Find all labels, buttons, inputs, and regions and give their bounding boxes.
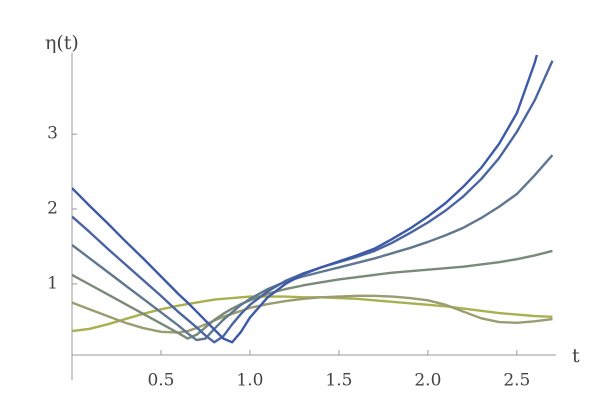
x-tick-label: 1.5 bbox=[325, 371, 352, 391]
plot-area bbox=[72, 55, 554, 344]
series-line bbox=[72, 294, 553, 334]
series-line bbox=[72, 55, 539, 344]
x-tick-label: 2.0 bbox=[414, 371, 441, 391]
x-tick-label: 2.5 bbox=[503, 371, 530, 391]
x-tick-label: 0.5 bbox=[147, 371, 174, 391]
series-line bbox=[72, 60, 554, 344]
series-line bbox=[72, 295, 553, 333]
x-tick-label: 1.0 bbox=[236, 371, 263, 391]
series-line bbox=[72, 154, 554, 342]
y-tick-label: 3 bbox=[47, 124, 58, 144]
series-line bbox=[72, 249, 553, 340]
y-axis-label: η(t) bbox=[45, 32, 79, 54]
y-tick-label: 1 bbox=[47, 273, 58, 293]
x-axis-label: t bbox=[572, 345, 580, 367]
y-tick-label: 2 bbox=[47, 199, 58, 219]
